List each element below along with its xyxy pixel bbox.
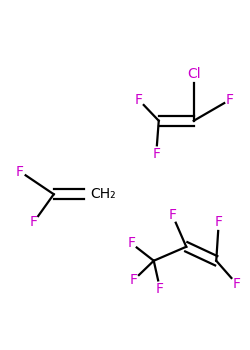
Text: F: F [30,215,38,229]
Text: F: F [127,236,135,250]
Text: F: F [226,93,234,107]
Text: F: F [215,215,223,229]
Text: F: F [135,93,143,107]
Text: F: F [152,147,160,161]
Text: F: F [130,273,138,287]
Text: F: F [156,282,164,296]
Text: F: F [16,164,24,178]
Text: F: F [168,208,176,222]
Text: CH₂: CH₂ [90,187,116,201]
Text: F: F [232,276,240,290]
Text: Cl: Cl [187,66,200,80]
